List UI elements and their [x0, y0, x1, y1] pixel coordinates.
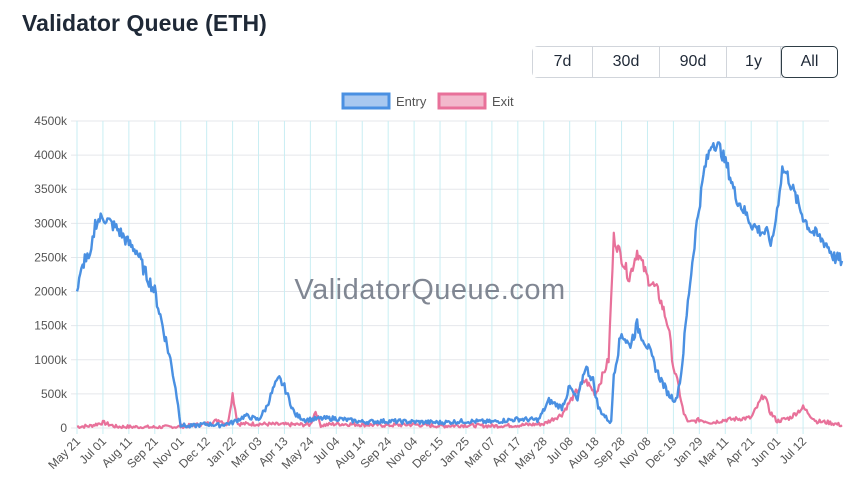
- legend-entry[interactable]: Entry: [341, 92, 427, 110]
- y-tick-label: 4500k: [34, 114, 68, 128]
- y-tick-label: 1500k: [34, 319, 68, 333]
- entry-series-line: [75, 141, 844, 429]
- legend-entry-label: Entry: [396, 94, 427, 109]
- legend-exit-label: Exit: [492, 94, 514, 109]
- legend-exit-swatch: [437, 92, 487, 110]
- x-tick-label: May 21: [45, 434, 83, 472]
- legend-exit[interactable]: Exit: [437, 92, 514, 110]
- y-tick-label: 1000k: [34, 353, 68, 367]
- x-tick-label: Mar 11: [696, 434, 732, 470]
- series-layer: [75, 141, 844, 430]
- y-tick-label: 500k: [41, 387, 68, 401]
- page-title: Validator Queue (ETH): [22, 10, 267, 36]
- exit-series-line: [76, 231, 843, 430]
- x-tick-label: Jun 01: [748, 434, 784, 470]
- legend: Entry Exit: [341, 92, 514, 110]
- y-tick-label: 3500k: [34, 182, 68, 196]
- x-tick-label: Jul 12: [777, 434, 810, 467]
- range-all-button[interactable]: All: [781, 46, 838, 78]
- watermark: ValidatorQueue.com: [294, 274, 565, 306]
- grid: [71, 120, 829, 434]
- range-90d-button[interactable]: 90d: [660, 47, 727, 77]
- y-tick-label: 0: [60, 421, 67, 435]
- y-tick-label: 2000k: [34, 285, 68, 299]
- y-tick-label: 3000k: [34, 216, 68, 230]
- legend-entry-swatch: [341, 92, 391, 110]
- range-30d-button[interactable]: 30d: [593, 47, 660, 77]
- y-tick-label: 2500k: [34, 250, 68, 264]
- range-1y-button[interactable]: 1y: [727, 47, 781, 77]
- time-range-selector: 7d 30d 90d 1y All: [532, 46, 838, 78]
- y-tick-label: 4000k: [34, 148, 68, 162]
- range-7d-button[interactable]: 7d: [533, 47, 593, 77]
